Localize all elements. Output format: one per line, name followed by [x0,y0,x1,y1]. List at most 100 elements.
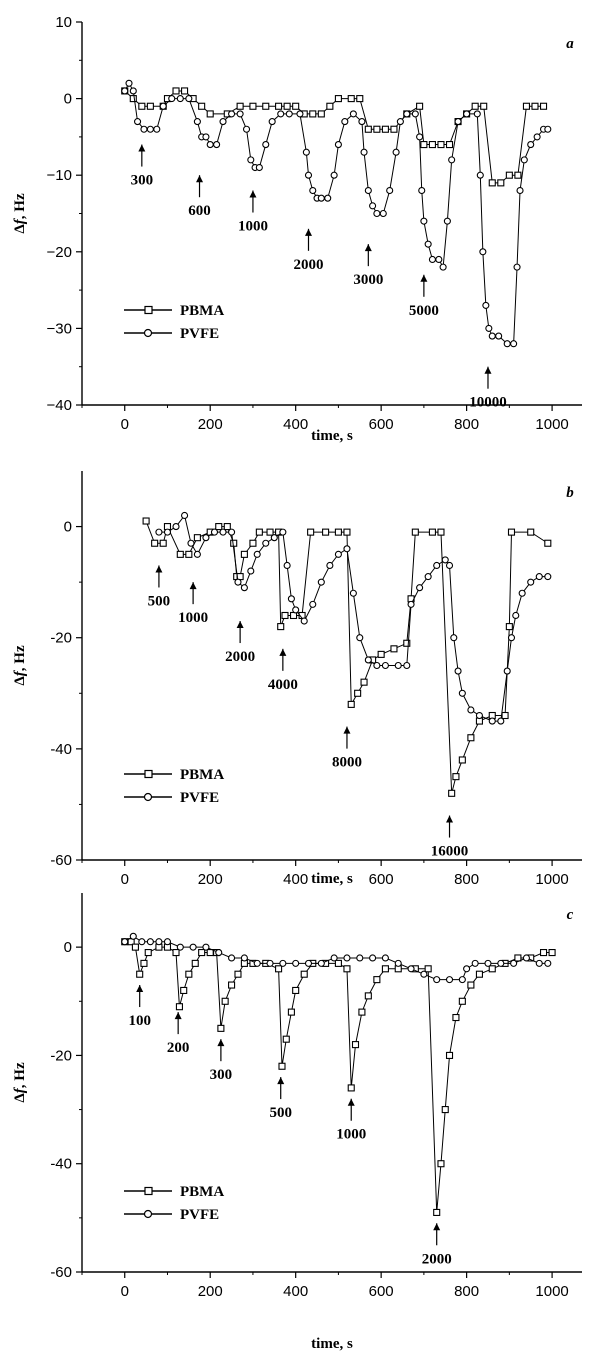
panel-letter: b [566,485,574,501]
data-point [364,186,372,195]
y-axis-title: Δf, Hz [12,645,28,686]
data-point [180,986,188,995]
arrow-head [277,1077,285,1085]
y-tick-label: 0 [64,91,72,108]
y-tick-label: −30 [47,320,72,337]
annotation-label: 300 [131,173,154,189]
x-tick-label: 800 [454,416,479,433]
data-point [381,965,389,973]
data-point [473,110,481,118]
data-point [242,125,251,133]
x-tick-label: 0 [121,871,129,888]
data-point [138,102,146,110]
data-point [215,523,223,531]
y-tick-label: -20 [50,630,72,647]
x-tick-label: 400 [283,1283,308,1300]
data-point [277,110,285,118]
series-line [124,941,553,1213]
legend-marker [143,792,153,802]
data-point [343,954,351,962]
data-point [495,332,503,340]
chart-panel-b: 0 200 400 600 800 1000 0 -20 -40 -60 time, s Δf, Hz… [12,471,582,888]
data-point [463,965,471,973]
data-point [411,110,419,118]
annotation-label: 600 [188,203,211,219]
data-point [475,711,483,720]
annotation: 300 [210,1039,232,1083]
data-point [535,959,543,967]
series-pbma [121,87,548,187]
legend-item-pvfe: PVFE [124,326,219,342]
data-point [505,171,513,179]
data-point [193,550,201,558]
data-point [416,102,424,110]
data-point [129,87,137,95]
data-point [527,578,535,586]
data-point [187,539,195,547]
data-point [514,171,522,179]
data-point [454,667,462,675]
data-point [513,263,521,271]
annotation: 4000 [268,648,298,693]
data-point [159,539,167,547]
data-point [144,949,152,957]
data-point [215,949,223,957]
data-point [270,534,278,542]
data-point [176,943,184,951]
data-point [334,528,342,536]
data-point [452,773,460,781]
data-point [516,186,524,195]
data-point [287,595,295,603]
data-point [439,263,447,271]
data-point [266,959,274,967]
data-point [433,561,441,570]
data-point [358,1008,366,1016]
data-point [437,141,445,149]
data-point [334,95,342,103]
data-point [390,645,398,653]
arrow-head [446,815,454,823]
arrow-head [433,1223,441,1231]
data-point [424,573,432,581]
data-point [287,1008,295,1016]
data-point [407,600,415,608]
x-tick-label: 200 [198,1283,223,1300]
annotation-label: 16000 [431,844,469,860]
data-point [175,1003,183,1011]
data-point [394,661,402,670]
data-point [198,949,206,957]
data-point [544,125,552,133]
annotation: 10000 [469,366,507,411]
series-line [158,514,548,722]
data-point [458,756,466,764]
legend-label: PVFE [180,1207,219,1223]
data-point [471,102,479,110]
data-point [240,550,248,558]
data-point [330,171,338,179]
data-point [146,102,154,110]
annotation: 2000 [293,228,323,273]
y-tick-label: −10 [47,167,72,184]
legend-marker [144,1186,153,1196]
annotation-label: 1000 [178,610,208,626]
data-point [445,561,454,570]
data-point [131,943,139,951]
x-tick-label: 0 [121,1283,129,1300]
data-point [234,578,242,586]
data-point [228,110,236,118]
data-point [309,600,317,608]
y-axis-title: Δf, Hz [12,193,28,234]
data-point [522,954,530,962]
x-axis-title: time, s [311,1336,353,1352]
data-point [334,550,342,558]
data-point [228,528,236,536]
y-tick-label: 10 [55,14,72,31]
series-line [124,90,544,184]
legend-item-pbma: PBMA [124,767,224,783]
data-point [479,248,487,256]
data-point [373,661,381,670]
series-pbma [121,938,556,1216]
data-point [217,1024,225,1032]
data-point [277,623,285,631]
data-point [302,148,310,156]
